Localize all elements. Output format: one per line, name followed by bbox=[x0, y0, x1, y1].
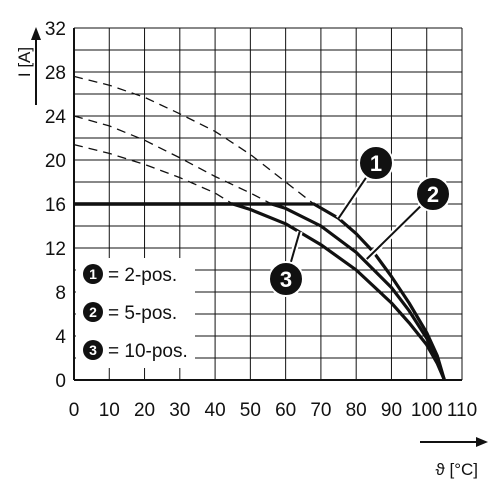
x-tick-label: 110 bbox=[447, 400, 477, 421]
x-axis-arrow-head bbox=[476, 437, 488, 447]
derating-curve-2 bbox=[74, 202, 446, 381]
x-tick-label: 80 bbox=[346, 400, 367, 421]
callout-number-2: 2 bbox=[427, 182, 439, 207]
y-axis-arrow-head bbox=[31, 27, 41, 40]
x-tick-label: 70 bbox=[310, 400, 331, 421]
legend: 1 = 2-pos. 2 = 5-pos. 3 = 10-pos. bbox=[76, 258, 195, 368]
callout-badge-3 bbox=[268, 261, 304, 297]
y-axis-label: I [A] bbox=[15, 47, 34, 77]
legend-badge-2 bbox=[83, 302, 103, 322]
y-tick-label: 12 bbox=[45, 239, 66, 260]
x-axis-label: ϑ [°C] bbox=[435, 460, 478, 479]
legend-badge-1 bbox=[83, 264, 103, 284]
x-tick-label: 30 bbox=[169, 400, 190, 421]
x-tick-label: 40 bbox=[205, 400, 226, 421]
y-tick-label: 0 bbox=[55, 371, 66, 392]
extrapolation-curve-3 bbox=[73, 143, 234, 205]
extrapolation-curves bbox=[73, 75, 315, 205]
legend-entry-1: = 2-pos. bbox=[108, 265, 177, 286]
x-tick-label: 0 bbox=[69, 400, 80, 421]
legend-badge-number-1: 1 bbox=[89, 266, 97, 282]
x-tick-label: 100 bbox=[411, 400, 443, 421]
y-tick-label: 28 bbox=[45, 63, 66, 84]
extrapolation-curve-2 bbox=[73, 115, 272, 205]
x-tick-label: 20 bbox=[134, 400, 155, 421]
legend-entry-3: = 10-pos. bbox=[108, 341, 188, 362]
y-tick-labels: 0 4 8 12 16 20 24 28 32 bbox=[45, 19, 67, 392]
derating-curve-1 bbox=[74, 202, 446, 381]
derating-curve-3 bbox=[74, 202, 446, 381]
y-tick-label: 8 bbox=[55, 283, 66, 304]
y-tick-label: 32 bbox=[45, 19, 66, 40]
callout-number-1: 1 bbox=[370, 151, 382, 176]
callout-number-3: 3 bbox=[280, 267, 292, 292]
legend-badge-3 bbox=[83, 340, 103, 360]
x-tick-label: 10 bbox=[99, 400, 120, 421]
y-tick-label: 16 bbox=[45, 195, 66, 216]
x-tick-label: 60 bbox=[275, 400, 296, 421]
extrapolation-curve-1 bbox=[73, 75, 315, 205]
axes bbox=[73, 28, 462, 381]
legend-entry-2: = 5-pos. bbox=[108, 303, 177, 324]
legend-badge-number-2: 2 bbox=[89, 304, 97, 320]
y-tick-label: 4 bbox=[55, 327, 66, 348]
callout-badge-1 bbox=[358, 145, 394, 181]
x-tick-label: 90 bbox=[381, 400, 402, 421]
callout-badge-2 bbox=[415, 176, 451, 212]
derating-curves bbox=[74, 202, 446, 381]
legend-badge-number-3: 3 bbox=[89, 342, 97, 358]
series-callouts: 1 2 3 bbox=[268, 145, 451, 297]
y-tick-label: 20 bbox=[45, 151, 66, 172]
y-tick-label: 24 bbox=[45, 107, 67, 128]
x-tick-labels: 0 10 20 30 40 50 60 70 80 90 100 110 bbox=[69, 400, 477, 421]
x-tick-label: 50 bbox=[240, 400, 261, 421]
